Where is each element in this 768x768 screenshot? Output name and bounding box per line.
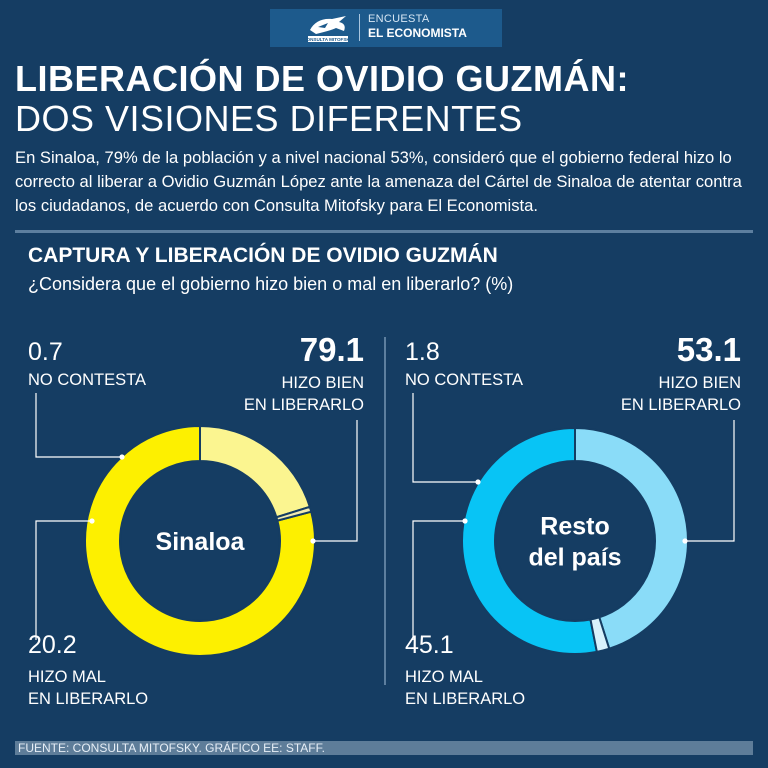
intro-paragraph: En Sinaloa, 79% de la población y a nive…: [15, 148, 742, 215]
sinaloa-bien-value: 79.1: [299, 331, 364, 368]
brand-name: EL ECONOMISTA: [368, 26, 467, 40]
sinaloa-bien-label-2: EN LIBERARLO: [243, 396, 364, 414]
pais-leader-bien: [685, 420, 735, 542]
sinaloa-nc-value: 0.7: [28, 338, 63, 366]
pais-donut-hole: [496, 462, 654, 620]
sinaloa-donut-hole: [121, 462, 279, 620]
pais-leader-nc: [412, 393, 478, 483]
subheadline: DOS VISIONES DIFERENTES: [15, 98, 523, 139]
chart-question: ¿Considera que el gobierno hizo bien o m…: [28, 274, 514, 294]
header-separator: [359, 14, 360, 41]
pais-bien-value: 53.1: [676, 331, 741, 368]
sinaloa-bien-label-1: HIZO BIEN: [281, 374, 364, 392]
divider: [15, 230, 753, 233]
sinaloa-center-label: Sinaloa: [156, 528, 246, 556]
sinaloa-leader-dot-bien: [310, 538, 316, 544]
pais-nc-label: NO CONTESTA: [405, 371, 523, 389]
pais-leader-dot-nc: [475, 479, 481, 485]
section-label: ENCUESTA: [368, 13, 430, 25]
sinaloa-slice-nc: [275, 505, 313, 522]
pais-nc-value: 1.8: [405, 338, 440, 366]
pais-leader-mal: [412, 520, 465, 640]
sinaloa-slice-bien: [84, 424, 316, 657]
pais-bien-label-2: EN LIBERARLO: [620, 396, 741, 414]
pais-mal-value: 45.1: [405, 631, 454, 659]
pais-slice-mal: [574, 426, 689, 650]
pais-center-label: Resto: [540, 513, 609, 541]
sinaloa-mal-label-1: HIZO MAL: [28, 668, 106, 686]
sinaloa-mal-label-2: EN LIBERARLO: [28, 690, 149, 708]
sinaloa-leader-bien: [313, 420, 358, 542]
chart-title: CAPTURA Y LIBERACIÓN DE OVIDIO GUZMÁN: [28, 244, 498, 267]
footer-source: FUENTE: CONSULTA MITOFSKY. GRÁFICO EE: S…: [15, 741, 753, 755]
pais-slice-nc: [589, 615, 611, 654]
sinaloa-nc-label: NO CONTESTA: [28, 371, 146, 389]
sinaloa-mal-value: 20.2: [28, 631, 77, 659]
pais-mal-label-2: EN LIBERARLO: [405, 690, 526, 708]
sinaloa-leader-dot-mal: [89, 518, 95, 524]
sinaloa-leader-mal: [35, 520, 92, 640]
pais-bien-label-1: HIZO BIEN: [658, 374, 741, 392]
pais-leader-dot-mal: [462, 518, 468, 524]
pais-mal-label-1: HIZO MAL: [405, 668, 483, 686]
pais-slice-bien: [461, 426, 599, 655]
svg-text:CONSULTA MITOFSKY: CONSULTA MITOFSKY: [306, 37, 350, 42]
pais-center-label: del país: [528, 544, 621, 572]
sinaloa-leader-dot-nc: [119, 454, 125, 460]
center-separator: [384, 337, 386, 685]
headline: LIBERACIÓN DE OVIDIO GUZMÁN:: [15, 58, 629, 99]
sinaloa-leader-nc: [35, 393, 122, 458]
pais-leader-dot-bien: [682, 538, 688, 544]
consulta-mitofsky-logo: CONSULTA MITOFSKY: [306, 16, 350, 42]
